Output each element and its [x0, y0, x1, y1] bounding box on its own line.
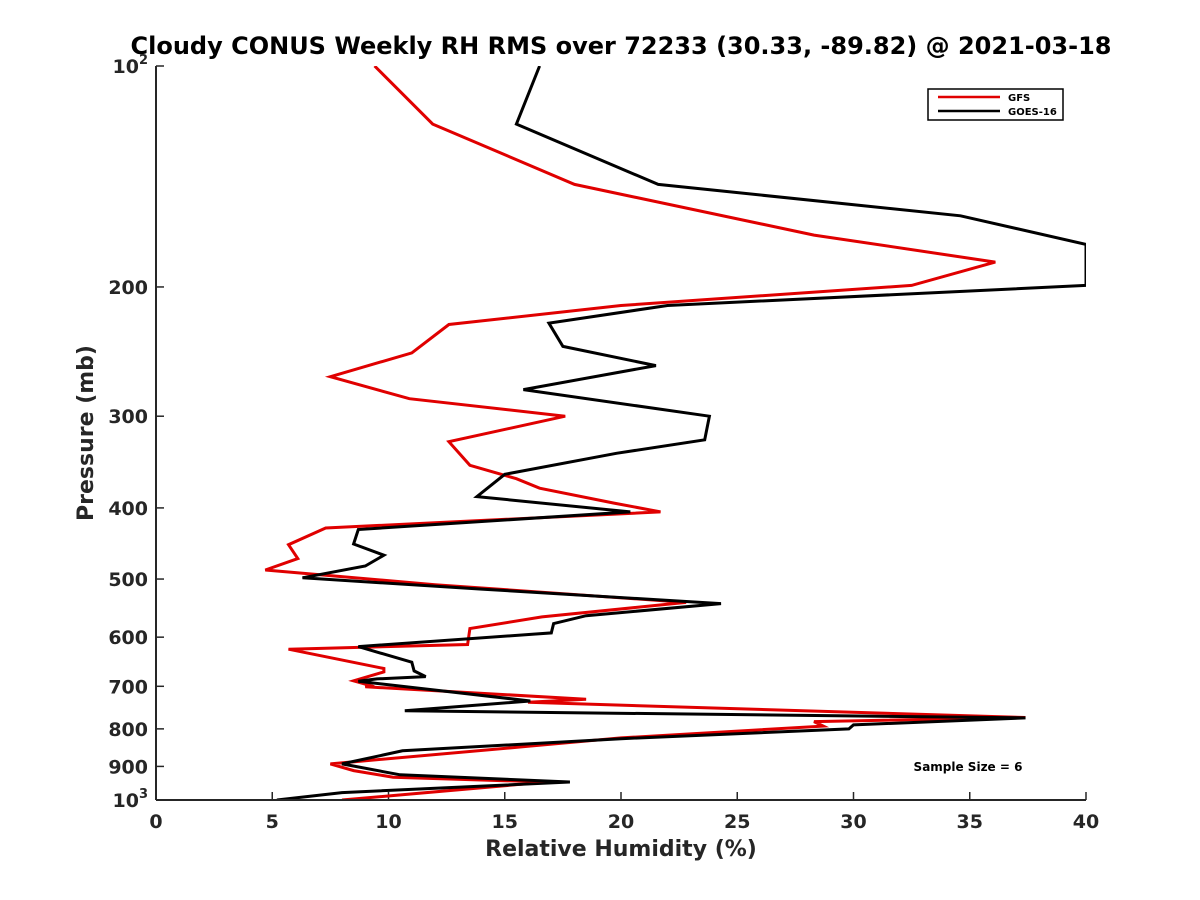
- x-tick-label: 25: [724, 811, 750, 833]
- x-tick-label: 10: [375, 811, 401, 833]
- x-tick-label: 0: [149, 811, 162, 833]
- series-line-goes16: [276, 66, 1086, 800]
- y-axis-ticks: 102 200 300 400 500 600 700 800 900 103: [108, 53, 164, 812]
- y-tick-label: 300: [108, 406, 148, 428]
- y-tick-label: 700: [108, 676, 148, 698]
- y-tick-label: 600: [108, 627, 148, 649]
- y-tick-label: 102: [113, 53, 149, 78]
- y-tick-label: 200: [108, 277, 148, 299]
- x-tick-label: 5: [266, 811, 279, 833]
- series-group: [264, 66, 1086, 800]
- x-tick-label: 40: [1073, 811, 1099, 833]
- y-tick-label: 800: [108, 719, 148, 741]
- y-tick-label: 500: [108, 569, 148, 591]
- legend[interactable]: GFS GOES-16: [927, 88, 1064, 121]
- legend-goes16-label: GOES-16: [1008, 107, 1057, 118]
- y-tick-label: 400: [108, 498, 148, 520]
- y-tick-label: 103: [113, 787, 149, 812]
- legend-box: [927, 88, 1064, 121]
- x-axis-label: Relative Humidity (%): [485, 837, 757, 862]
- x-axis-ticks: 0 5 10 15 20 25 30 35 40: [149, 792, 1099, 833]
- x-tick-label: 35: [957, 811, 983, 833]
- series-line-gfs: [264, 66, 1026, 800]
- chart-title: Cloudy CONUS Weekly RH RMS over 72233 (3…: [131, 32, 1112, 60]
- legend-gfs-label: GFS: [1008, 93, 1030, 104]
- x-tick-label: 30: [840, 811, 866, 833]
- x-tick-label: 20: [608, 811, 634, 833]
- y-axis-label: Pressure (mb): [74, 345, 99, 521]
- x-tick-label: 15: [492, 811, 518, 833]
- y-tick-label: 900: [108, 756, 148, 778]
- sample-size-annotation: Sample Size = 6: [914, 760, 1023, 774]
